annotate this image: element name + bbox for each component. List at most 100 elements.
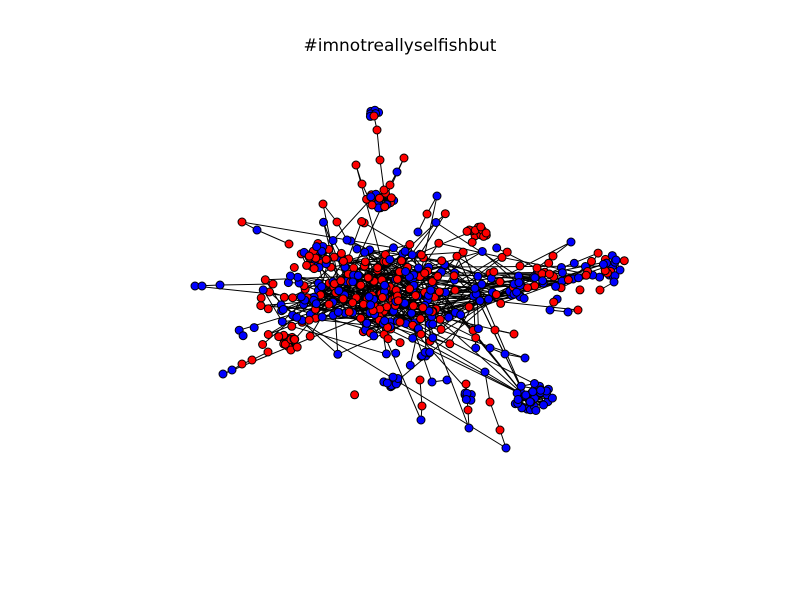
graph-node-red — [324, 299, 334, 309]
graph-node-blue — [391, 348, 401, 358]
graph-node-blue — [218, 369, 228, 379]
graph-node-red — [530, 281, 540, 291]
graph-node-red — [395, 338, 405, 348]
graph-edge — [419, 195, 438, 277]
graph-edge — [357, 275, 382, 294]
graph-node-red — [502, 247, 512, 257]
graph-edge — [329, 282, 579, 311]
graph-node-blue — [611, 255, 621, 265]
graph-node-red — [386, 193, 396, 203]
graph-node-blue — [519, 294, 529, 303]
graph-node-red — [405, 240, 415, 249]
graph-node-blue — [513, 395, 523, 404]
graph-node-blue — [333, 349, 343, 359]
graph-node-red — [581, 270, 591, 280]
graph-node-blue — [249, 323, 259, 333]
graph-node-red — [573, 305, 583, 315]
graph-node-blue — [360, 247, 370, 257]
graph-node-red — [417, 401, 427, 411]
graph-node-blue — [293, 272, 303, 282]
graph-node-red — [350, 390, 360, 400]
graph-node-blue — [392, 167, 402, 177]
graph-edge — [462, 251, 526, 396]
graph-node-blue — [334, 286, 344, 296]
graph-node-blue — [342, 235, 352, 245]
graph-node-blue — [456, 310, 466, 320]
graph-node-red — [458, 247, 468, 257]
graph-edge — [432, 251, 464, 312]
graph-edge — [428, 310, 526, 397]
graph-node-blue — [369, 331, 379, 341]
graph-node-blue — [366, 192, 376, 202]
graph-node-red — [489, 267, 499, 277]
graph-node-red — [411, 291, 421, 300]
graph-node-red — [237, 217, 247, 227]
graph-node-blue — [408, 333, 418, 343]
graph-node-red — [256, 293, 266, 303]
graph-node-red — [532, 263, 542, 273]
graph-node-blue — [528, 387, 538, 397]
graph-node-red — [268, 279, 278, 289]
graph-node-red — [357, 217, 367, 226]
graph-node-red — [416, 250, 426, 260]
graph-node-blue — [566, 237, 576, 247]
graph-node-blue — [501, 443, 511, 453]
graph-node-red — [373, 263, 383, 273]
graph-node-blue — [426, 285, 436, 295]
graph-node-red — [393, 296, 403, 306]
graph-edge — [291, 325, 387, 355]
graph-node-blue — [413, 227, 423, 237]
graph-node-red — [380, 202, 390, 212]
graph-node-red — [304, 315, 314, 325]
graph-node-blue — [389, 243, 398, 253]
graph-node-blue — [525, 397, 535, 407]
graph-node-blue — [319, 217, 328, 227]
graph-edge — [369, 313, 525, 397]
graph-node-red — [437, 256, 447, 266]
graph-node-red — [260, 275, 270, 285]
graph-node-red — [304, 251, 314, 261]
graph-node-red — [356, 313, 366, 323]
graph-edge — [256, 229, 290, 245]
graph-node-red — [332, 217, 342, 227]
graph-node-red — [288, 293, 298, 303]
graph-node-red — [434, 287, 444, 297]
graph-node-red — [263, 347, 273, 357]
figure-title: #imnotreallyselfishbut — [303, 36, 497, 56]
graph-edge — [332, 198, 372, 241]
graph-node-blue — [470, 283, 480, 293]
graph-node-red — [287, 321, 297, 331]
graph-node-blue — [362, 318, 372, 328]
graph-node-red — [515, 261, 525, 271]
graph-node-blue — [416, 415, 426, 425]
graph-node-blue — [431, 218, 441, 227]
graph-node-red — [587, 256, 596, 266]
graph-node-blue — [258, 285, 268, 295]
graph-node-blue — [197, 281, 207, 291]
graph-node-red — [509, 329, 519, 339]
graph-node-blue — [238, 331, 248, 341]
graph-node-red — [435, 314, 445, 324]
graph-node-red — [348, 298, 358, 308]
graph-node-red — [385, 180, 395, 190]
graph-node-red — [369, 111, 379, 121]
graph-node-blue — [609, 277, 619, 287]
graph-node-blue — [425, 347, 435, 357]
graph-node-blue — [530, 379, 539, 388]
graph-node-red — [256, 301, 266, 311]
graph-node-blue — [382, 378, 392, 388]
graph-node-red — [497, 252, 507, 262]
graph-node-red — [471, 333, 481, 343]
graph-edge — [383, 334, 422, 421]
graph-node-red — [449, 271, 459, 281]
graph-node-blue — [381, 349, 391, 359]
graph-node-blue — [551, 281, 561, 291]
graph-node-red — [461, 379, 471, 389]
graph-node-blue — [277, 317, 287, 327]
graph-node-blue — [296, 292, 306, 302]
graph-edge — [376, 129, 381, 161]
graph-node-blue — [514, 278, 524, 288]
graph-node-blue — [569, 258, 579, 268]
graph-node-blue — [598, 259, 608, 269]
graph-node-red — [336, 276, 346, 286]
